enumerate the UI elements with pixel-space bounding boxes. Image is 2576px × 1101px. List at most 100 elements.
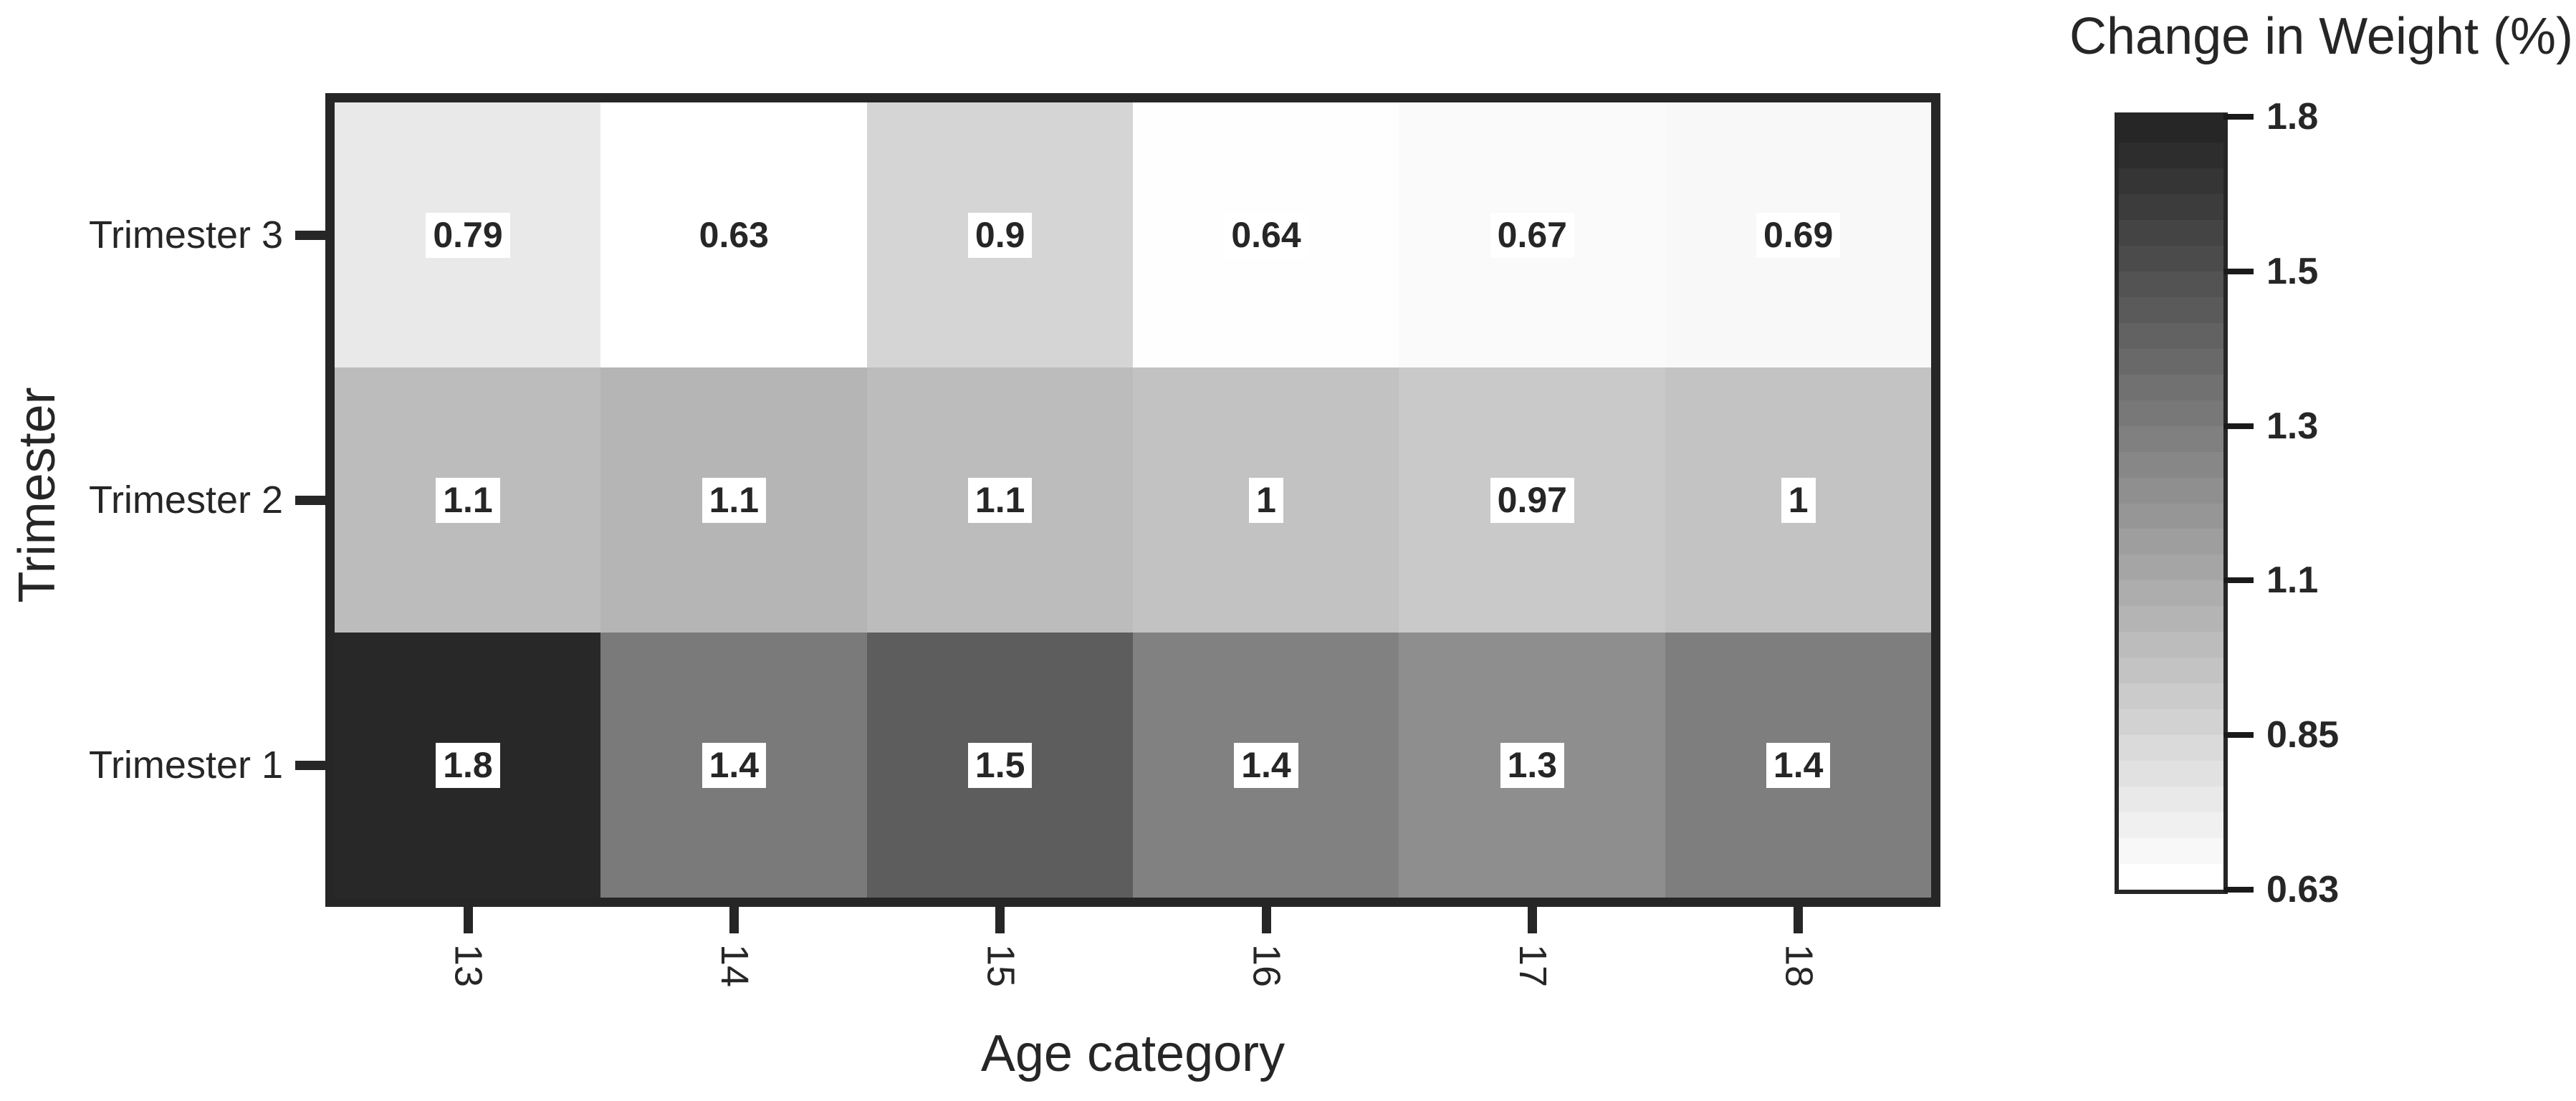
colorbar-segment [2119, 503, 2223, 529]
x-tick-mark [995, 898, 1005, 933]
x-tick-mark [1794, 898, 1804, 933]
colorbar-segment [2119, 219, 2223, 246]
x-tick-label: 14 [713, 944, 756, 988]
heatmap-cell: 0.79 [335, 102, 601, 367]
x-tick-mark [1528, 898, 1537, 933]
heatmap-cell-value: 0.69 [1756, 212, 1841, 258]
x-tick-label: 16 [1245, 944, 1288, 988]
colorbar-segment [2119, 451, 2223, 478]
heatmap-cell-value: 1.1 [436, 477, 500, 523]
colorbar-segment [2119, 245, 2223, 271]
heatmap-cell-value: 1 [1781, 477, 1816, 523]
heatmap-cell-value: 1.4 [702, 742, 767, 788]
colorbar-tick-label: 1.5 [2266, 250, 2319, 292]
colorbar [2119, 117, 2223, 890]
heatmap-cell: 1.1 [600, 367, 868, 633]
heatmap-cell-value: 1.5 [967, 742, 1033, 788]
x-tick-label: 17 [1511, 944, 1554, 988]
colorbar-segment [2119, 683, 2223, 710]
colorbar-tick-mark [2223, 577, 2254, 584]
colorbar-segment [2119, 297, 2223, 323]
colorbar-tick-mark [2223, 114, 2254, 120]
colorbar-segment [2119, 348, 2223, 375]
colorbar-segment [2119, 477, 2223, 504]
heatmap-cell: 1.1 [335, 367, 601, 633]
colorbar-segment [2119, 787, 2223, 813]
x-axis-title: Age category [980, 1025, 1285, 1082]
heatmap-cell: 0.64 [1133, 102, 1399, 367]
colorbar-segment [2119, 193, 2223, 220]
colorbar-tick-label: 1.1 [2266, 559, 2319, 602]
x-tick-mark [729, 898, 739, 933]
heatmap-cell: 1 [1665, 367, 1932, 633]
y-tick-mark [295, 231, 335, 240]
heatmap-cell-value: 1.4 [1766, 742, 1831, 788]
colorbar-title: Change in Weight (%) [2069, 8, 2574, 65]
colorbar-segment [2119, 580, 2223, 607]
heatmap-cell-value: 1 [1249, 477, 1283, 523]
colorbar-segment [2119, 426, 2223, 452]
colorbar-segment [2119, 322, 2223, 349]
colorbar-tick-label: 1.8 [2266, 96, 2319, 138]
heatmap-cell: 1.5 [866, 633, 1134, 898]
colorbar-segment [2119, 271, 2223, 297]
heatmap-cell: 0.69 [1665, 102, 1932, 367]
colorbar-segment [2119, 529, 2223, 555]
colorbar-segment [2119, 374, 2223, 400]
x-tick-label: 13 [446, 944, 490, 988]
heatmap-cell: 1 [1133, 367, 1399, 633]
heatmap-cell-value: 1.4 [1234, 742, 1298, 788]
heatmap-cell-value: 0.79 [426, 212, 510, 258]
colorbar-segment [2119, 761, 2223, 787]
colorbar-tick-mark [2223, 423, 2254, 429]
y-tick-label: Trimester 3 [88, 213, 283, 256]
heatmap-cell: 0.63 [600, 102, 868, 367]
heatmap-plot-area: 0.79 0.63 0.9 0.64 0.67 0.69 1.1 1.1 1.1 1 0.97 1 1.… [335, 102, 1932, 898]
heatmap-cell-value: 1.8 [436, 742, 500, 788]
heatmap-cell-value: 0.97 [1490, 477, 1574, 523]
y-tick-label: Trimester 1 [88, 744, 283, 787]
heatmap-cell-value: 0.63 [691, 212, 776, 258]
x-tick-mark [463, 898, 473, 933]
colorbar-tick-label: 1.3 [2266, 405, 2319, 447]
x-tick-mark [1261, 898, 1271, 933]
colorbar-tick-mark [2223, 887, 2254, 893]
heatmap-cell: 1.4 [1665, 633, 1932, 898]
heatmap-cell-value: 0.64 [1224, 212, 1308, 258]
x-tick-label: 18 [1777, 944, 1821, 988]
x-tick-label: 15 [979, 944, 1023, 988]
colorbar-tick-mark [2223, 268, 2254, 274]
colorbar-segment [2119, 606, 2223, 633]
colorbar-segment [2119, 735, 2223, 761]
colorbar-segment [2119, 168, 2223, 194]
colorbar-segment [2119, 554, 2223, 581]
heatmap-cell: 1.8 [335, 633, 601, 898]
y-tick-mark [295, 761, 335, 770]
heatmap-cell-value: 0.9 [967, 212, 1033, 258]
heatmap-cell-value: 1.1 [702, 477, 767, 523]
colorbar-tick-label: 0.63 [2266, 869, 2340, 910]
y-tick-label: Trimester 2 [88, 479, 283, 521]
colorbar-segment [2119, 838, 2223, 865]
heatmap-cell: 0.9 [866, 102, 1134, 367]
heatmap-cell: 0.97 [1399, 367, 1666, 633]
heatmap-cell: 1.1 [866, 367, 1134, 633]
colorbar-segment [2119, 709, 2223, 736]
heatmap-cell-value: 0.67 [1490, 212, 1574, 258]
colorbar-segment [2119, 117, 2223, 143]
colorbar-tick-label: 0.85 [2266, 714, 2340, 756]
colorbar-segment [2119, 142, 2223, 168]
heatmap-cell: 1.3 [1399, 633, 1666, 898]
heatmap-cell: 1.4 [1133, 633, 1399, 898]
colorbar-tick-mark [2223, 732, 2254, 739]
heatmap-cell: 0.67 [1399, 102, 1666, 367]
colorbar-segment [2119, 864, 2223, 890]
y-tick-mark [295, 496, 335, 505]
colorbar-segment [2119, 658, 2223, 684]
heatmap-cell-value: 1.3 [1500, 742, 1565, 788]
colorbar-segment [2119, 812, 2223, 839]
colorbar-segment [2119, 632, 2223, 658]
heatmap-cell-value: 1.1 [967, 477, 1033, 523]
heatmap-cell: 1.4 [600, 633, 868, 898]
